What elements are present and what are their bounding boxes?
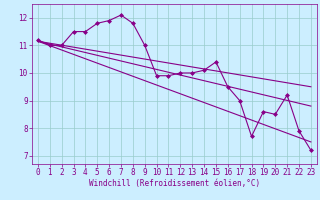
X-axis label: Windchill (Refroidissement éolien,°C): Windchill (Refroidissement éolien,°C) <box>89 179 260 188</box>
